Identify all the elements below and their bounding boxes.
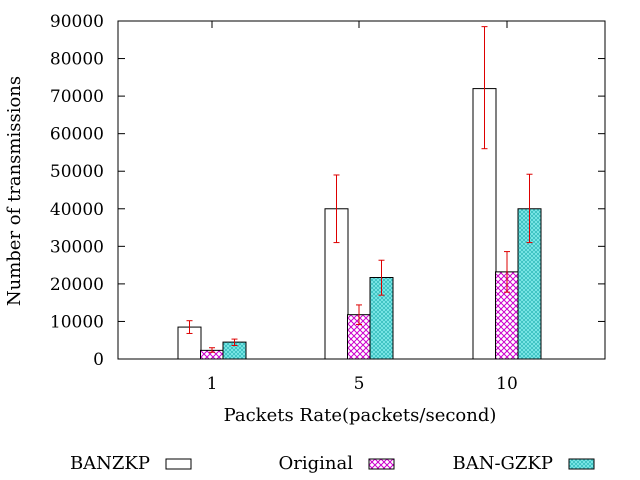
x-tick-label: 1 <box>207 374 218 394</box>
x-axis: 1 5 10 <box>207 21 518 394</box>
error-bars <box>186 26 533 353</box>
y-tick-label: 50000 <box>50 162 104 182</box>
legend-label-banzkp: BANZKP <box>70 453 150 474</box>
legend-label-original: Original <box>279 453 354 474</box>
legend-swatch-banzkp <box>165 458 192 470</box>
y-tick-label: 30000 <box>50 237 104 257</box>
legend-swatch-original <box>368 458 395 470</box>
x-tick-label: 10 <box>496 374 518 394</box>
legend-label-ban-gzkp: BAN-GZKP <box>452 453 553 474</box>
x-axis-title: Packets Rate(packets/second) <box>224 405 497 426</box>
y-tick-label: 20000 <box>50 275 104 295</box>
y-tick-label: 70000 <box>50 87 104 107</box>
y-tick-label: 0 <box>93 350 104 370</box>
y-tick-label: 10000 <box>50 312 104 332</box>
legend: BANZKP Original BAN-GZKP <box>70 453 595 474</box>
y-tick-label: 80000 <box>50 50 104 70</box>
x-tick-label: 5 <box>354 374 365 394</box>
y-tick-label: 40000 <box>50 200 104 220</box>
y-tick-label: 90000 <box>50 12 104 32</box>
y-tick-label: 60000 <box>50 125 104 145</box>
bars <box>177 88 542 360</box>
y-axis-title: Number of transmissions <box>4 76 25 306</box>
legend-swatch-ban-gzkp <box>568 458 595 470</box>
y-axis: 0 10000 20000 30000 40000 50000 60000 70000 8000… <box>50 12 605 370</box>
